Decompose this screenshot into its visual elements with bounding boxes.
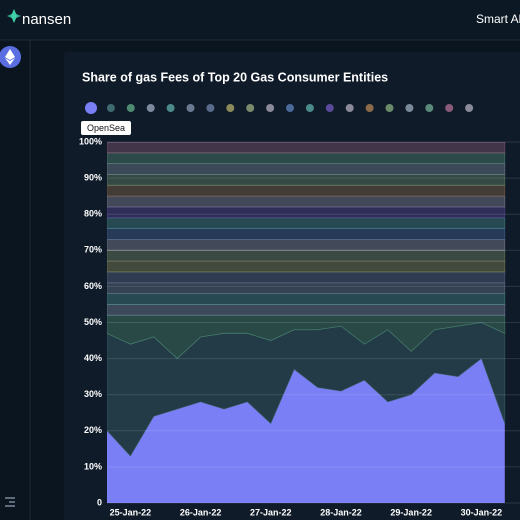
legend-dot[interactable]	[85, 102, 97, 114]
y-tick-label: 50%	[84, 317, 102, 327]
y-tick-label: 20%	[84, 425, 102, 435]
area	[107, 271, 506, 284]
legend-dot[interactable]	[266, 104, 275, 112]
x-tick-label: 26-Jan-22	[180, 507, 222, 517]
legend-dot[interactable]	[286, 104, 294, 112]
y-tick-label: 70%	[84, 245, 102, 255]
legend-dot[interactable]	[146, 104, 155, 112]
area	[107, 195, 506, 208]
x-tick-label: 25-Jan-22	[110, 507, 152, 517]
legend-dot[interactable]	[206, 104, 215, 112]
top-bar	[0, 0, 520, 40]
legend-dot[interactable]	[325, 104, 334, 112]
legend-dot[interactable]	[405, 104, 414, 112]
legend-dot[interactable]	[186, 104, 195, 112]
legend-dot[interactable]	[126, 104, 135, 112]
legend-dot[interactable]	[425, 104, 434, 112]
legend-dot[interactable]	[305, 104, 314, 112]
legend-dot[interactable]	[106, 104, 115, 112]
menu-icon[interactable]	[5, 497, 15, 507]
legend-dot[interactable]	[345, 104, 354, 112]
chart-title: Share of gas Fees of Top 20 Gas Consumer…	[82, 70, 388, 84]
legend-dot[interactable]	[385, 104, 394, 112]
area	[107, 239, 506, 251]
area	[107, 293, 506, 305]
area	[107, 358, 505, 503]
area	[107, 260, 506, 273]
area	[107, 184, 506, 197]
plot-area	[107, 142, 506, 503]
legend-dot[interactable]	[166, 104, 175, 112]
legend-dot[interactable]	[465, 104, 474, 112]
legend-dot[interactable]	[445, 104, 454, 112]
area	[107, 152, 506, 165]
area	[107, 282, 506, 295]
x-tick-label: 29-Jan-22	[390, 507, 432, 517]
area	[107, 304, 506, 316]
area	[107, 249, 506, 262]
area	[107, 228, 506, 240]
area	[107, 206, 506, 219]
nav-link[interactable]: Smart Alerts	[476, 12, 520, 26]
x-tick-label: 27-Jan-22	[250, 507, 292, 517]
y-tick-label: 30%	[84, 389, 102, 399]
legend-tooltip-text: OpenSea	[87, 123, 125, 133]
y-tick-label: 60%	[84, 281, 102, 291]
y-tick-label: 0	[97, 497, 102, 507]
area	[107, 142, 506, 154]
legend-dot[interactable]	[246, 104, 255, 112]
x-tick-label: 30-Jan-22	[461, 507, 503, 517]
y-tick-label: 80%	[84, 209, 102, 219]
logo-text: nansen	[22, 11, 71, 28]
y-tick-label: 90%	[84, 172, 102, 182]
area	[107, 163, 506, 175]
area	[107, 174, 506, 186]
x-tick-label: 28-Jan-22	[320, 507, 362, 517]
legend-dot[interactable]	[226, 104, 235, 112]
axes: 0 10% 20% 30% 40% 50% 60% 70% 80% 90% 100% 25-Jan-2…	[79, 102, 520, 517]
y-tick-label: 10%	[84, 461, 102, 471]
area	[107, 217, 506, 230]
legend-dot[interactable]	[365, 104, 374, 112]
ethereum-glyph	[5, 49, 15, 65]
legend-tooltip	[81, 121, 131, 135]
logo-icon	[7, 9, 21, 23]
y-tick-label: 40%	[84, 353, 102, 363]
y-tick-label: 100%	[79, 136, 102, 146]
